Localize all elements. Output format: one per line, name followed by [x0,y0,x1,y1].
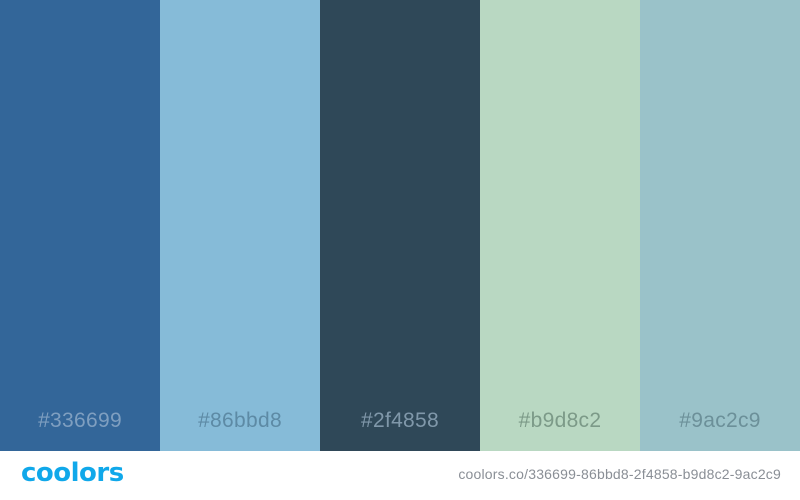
hex-label: #9ac2c9 [679,409,761,432]
color-swatch-5[interactable]: #9ac2c9 [640,0,800,451]
color-swatch-2[interactable]: #86bbd8 [160,0,320,451]
footer-bar [0,451,800,500]
coolors-logo[interactable]: coolors [21,458,124,488]
color-swatch-3[interactable]: #2f4858 [320,0,480,451]
hex-label: #86bbd8 [198,409,282,432]
color-swatch-1[interactable]: #336699 [0,0,160,451]
color-swatch-4[interactable]: #b9d8c2 [480,0,640,451]
hex-label: #b9d8c2 [518,409,602,432]
hex-label: #2f4858 [360,409,439,432]
color-palette: #336699 #86bbd8 #2f4858 #b9d8c2 #9ac2c9 [0,0,800,451]
palette-url[interactable]: coolors.co/336699-86bbd8-2f4858-b9d8c2-9… [458,466,781,482]
hex-label: #336699 [38,409,122,432]
